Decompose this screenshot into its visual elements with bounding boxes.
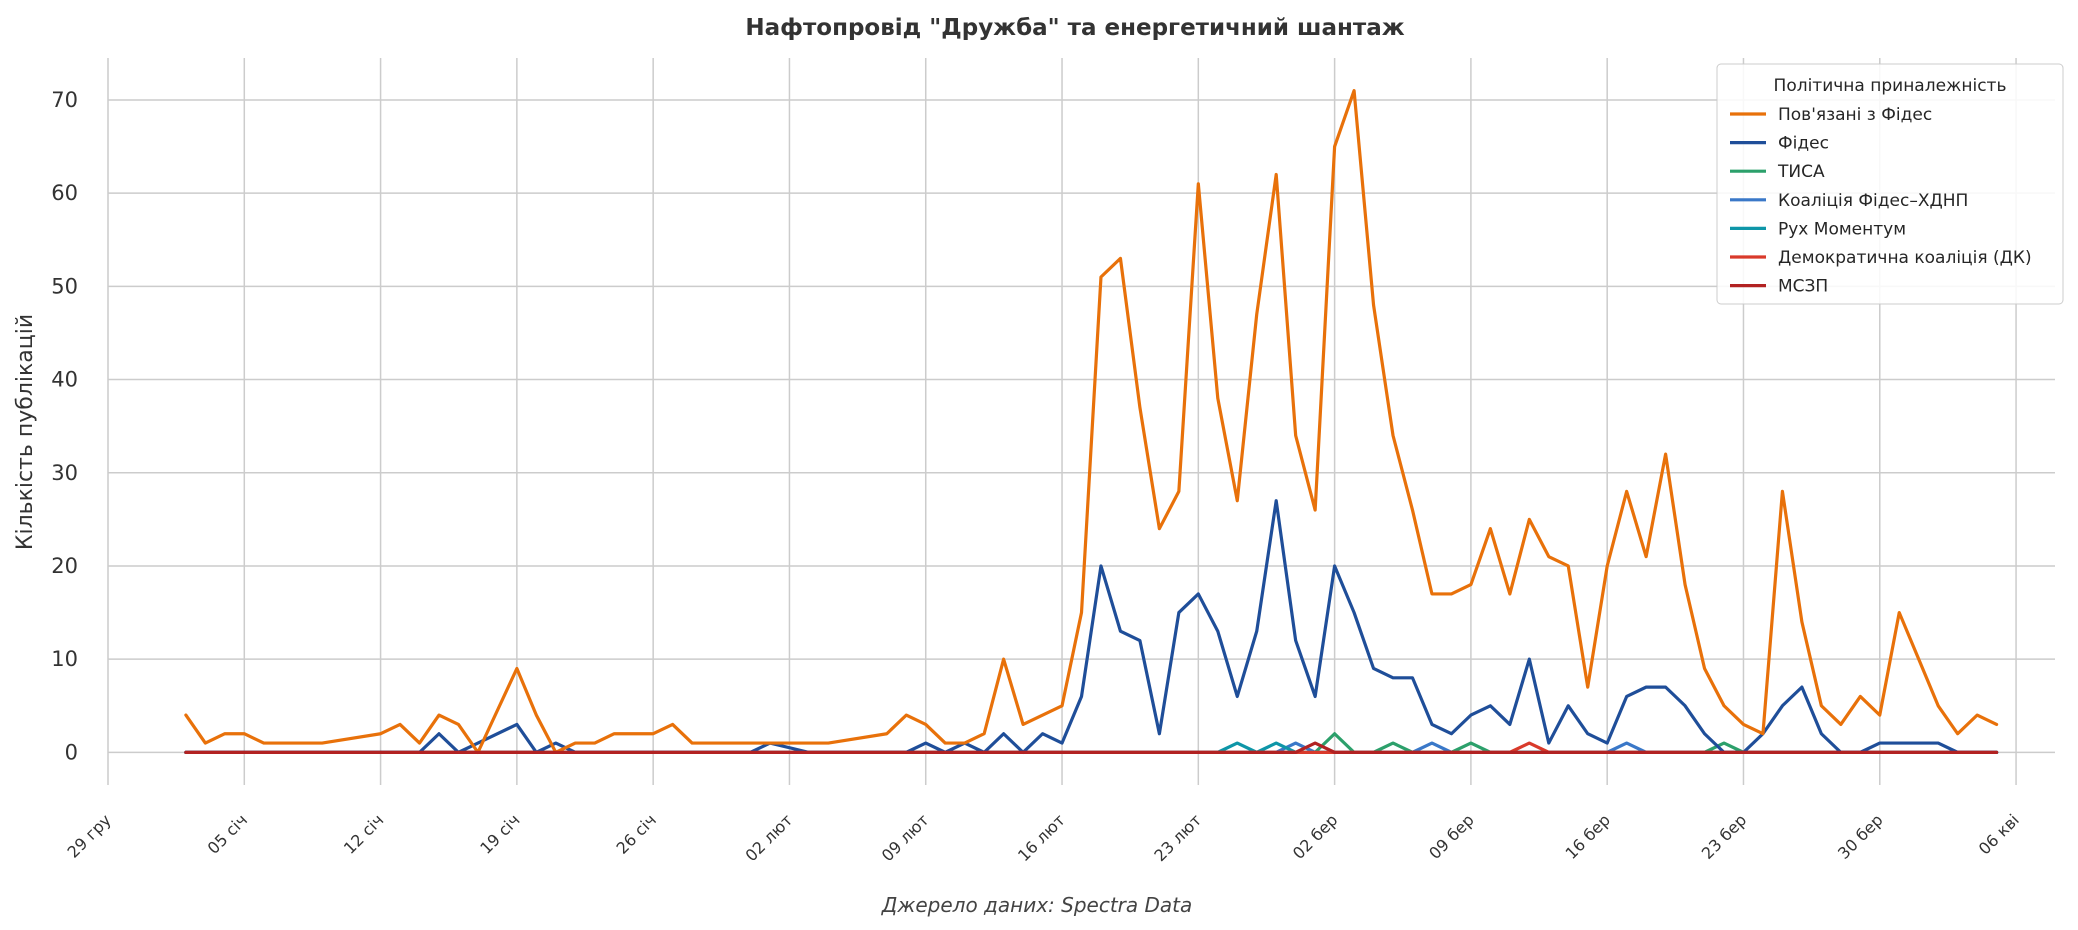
x-tick-label: 09 бер [1425, 810, 1478, 863]
x-tick-label: 02 бер [1289, 810, 1342, 863]
x-tick-label: 23 бер [1698, 810, 1751, 863]
series-line-0 [184, 89, 1999, 754]
x-tick-label: 06 кві [1975, 810, 2023, 858]
legend-title: Політична приналежність [1774, 76, 2007, 96]
legend-label: Рух Моментум [1778, 219, 1906, 239]
legend: Політична приналежність Пов'язані з Фіде… [1716, 63, 2064, 305]
x-tick-label: 29 гру [64, 810, 115, 861]
legend-label: МСЗП [1778, 277, 1828, 297]
legend-label: Коаліція Фідес–ХДНП [1778, 191, 1968, 211]
x-tick-label: 09 лют [878, 810, 933, 865]
legend-label: ТИСА [1777, 162, 1825, 182]
x-tick-label: 26 січ [613, 810, 660, 857]
legend-label: Пов'язані з Фідес [1778, 105, 1932, 125]
y-tick-label: 30 [51, 461, 78, 485]
x-tick-label: 05 січ [204, 810, 251, 857]
legend-items: Пов'язані з Фідес Фідес ТИСА Коаліція Фідес… [1730, 105, 2032, 297]
x-tick-label: 12 січ [340, 810, 387, 857]
series-line-6 [184, 741, 1999, 754]
y-tick-label: 40 [51, 368, 78, 392]
source-caption: Джерело даних: Spectra Data [881, 893, 1193, 917]
y-tick-label: 20 [51, 554, 78, 578]
x-tick-label: 16 бер [1561, 810, 1614, 863]
legend-label: Демократична коаліція (ДК) [1778, 248, 2032, 268]
y-tick-label: 10 [51, 647, 78, 671]
y-axis-label: Кількість публікацій [13, 314, 38, 550]
y-tick-label: 50 [51, 274, 78, 298]
y-tick-label: 60 [51, 181, 78, 205]
x-tick-label: 23 лют [1150, 810, 1205, 865]
y-tick-label: 0 [65, 740, 78, 764]
x-tick-label: 02 лют [741, 810, 796, 865]
x-tick-label: 19 січ [476, 810, 523, 857]
series-line-1 [184, 499, 1999, 754]
series-layer [184, 89, 1999, 754]
legend-box [1716, 63, 2064, 305]
series-line-3 [184, 741, 1999, 754]
x-tick-label: 16 лют [1014, 810, 1069, 865]
legend-label: Фідес [1778, 134, 1829, 154]
chart-title: Нафтопровід "Дружба" та енергетичний шан… [745, 15, 1404, 41]
x-tick-label: 30 бер [1834, 810, 1887, 863]
y-tick-label: 70 [51, 88, 78, 112]
